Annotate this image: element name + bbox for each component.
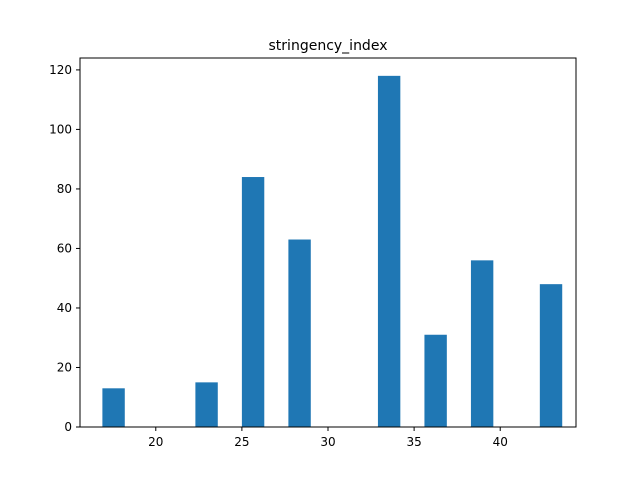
y-axis: 0 20 40 60 80 100 120: [49, 63, 80, 434]
chart-title: stringency_index: [269, 38, 388, 54]
x-tick-label: 35: [406, 435, 421, 449]
bar-3: [241, 177, 265, 427]
y-tick-label: 0: [64, 420, 72, 434]
x-tick-label: 25: [234, 435, 249, 449]
y-tick-label: 120: [49, 63, 72, 77]
x-tick-label: 30: [320, 435, 335, 449]
y-tick-label: 100: [49, 122, 72, 136]
bar-2: [195, 382, 218, 427]
plot-frame: [79, 57, 577, 428]
x-axis: 20 25 30 35 40: [148, 427, 508, 449]
bar-1: [102, 388, 125, 427]
x-tick-label: 40: [493, 435, 508, 449]
y-tick-label: 60: [57, 241, 72, 255]
y-tick-label: 40: [57, 301, 72, 315]
bar-7: [470, 260, 494, 427]
bar-6: [424, 334, 447, 427]
y-tick-label: 20: [57, 360, 72, 374]
bars-layer: [102, 75, 563, 427]
bar-4: [288, 239, 311, 427]
x-tick-label: 20: [148, 435, 163, 449]
y-tick-label: 80: [57, 182, 72, 196]
bar-5: [377, 75, 401, 427]
bar-8: [539, 284, 563, 427]
